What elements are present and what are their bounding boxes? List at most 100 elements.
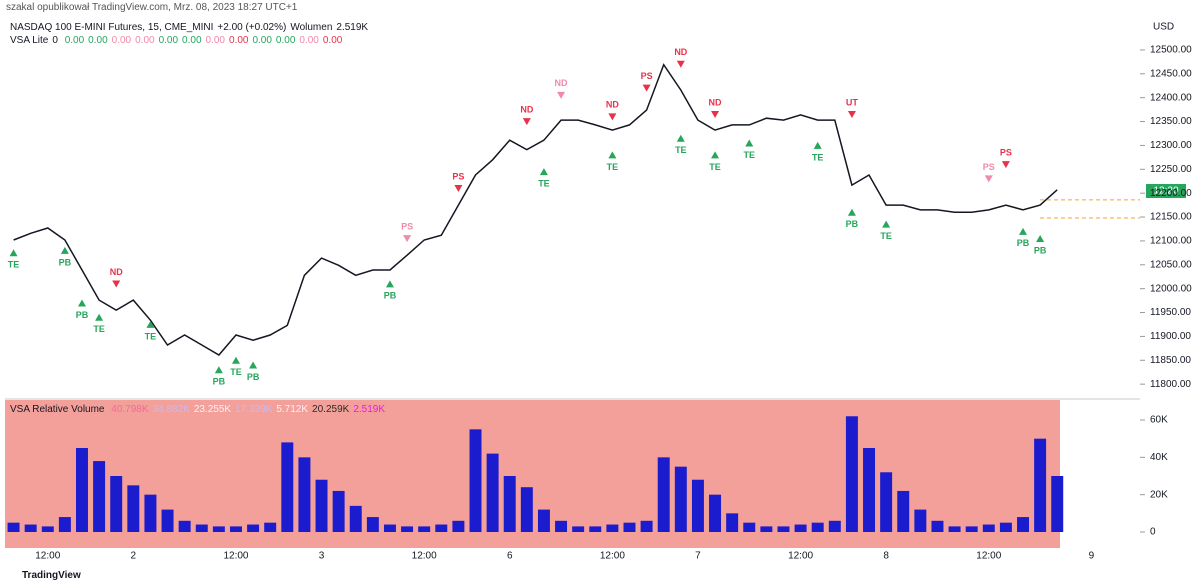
legend-value: 0.00 [111,35,132,46]
volume-indicator: VSA Relative Volume [10,404,105,415]
x-tick-label: 2 [131,551,137,562]
volume-bar [1051,476,1064,533]
signal-marker [711,110,720,118]
legend-value: 5.712K [276,404,309,415]
y-tick-label: 12400.00 [1150,92,1192,103]
volume-bar [982,524,995,533]
volume-bar [401,526,414,533]
volume-bar [435,524,448,533]
y-tick-label: 12450.00 [1150,68,1192,79]
signal-label: TE [812,152,824,162]
x-tick-label: 9 [1089,551,1095,562]
x-tick-label: 8 [883,551,889,562]
signal-marker [847,110,856,118]
volume-bar [623,522,636,533]
y-tick-label: 0 [1150,527,1156,538]
signal-marker [676,134,685,142]
signal-marker [557,91,566,99]
y-tick-label: 12000.00 [1150,283,1192,294]
signal-label: TE [880,231,892,241]
volume-bar [212,526,225,533]
volume-bar [452,520,465,533]
volume-bar [555,520,568,533]
legend-value: 0.00 [205,35,225,46]
volume-bar [777,526,790,533]
volume-bar [7,522,20,533]
author: szakal opublikował TradingView.com, Mrz.… [6,2,298,13]
signal-marker [642,84,651,92]
x-tick-label: 12:00 [35,551,60,562]
volume-label: Wolumen [290,22,333,33]
volume-bar [503,476,516,533]
volume-bar [264,522,277,533]
volume-bar [195,524,208,533]
x-tick-label: 12:00 [223,551,248,562]
x-tick-label: 12:00 [976,551,1001,562]
volume-bar [247,524,260,533]
legend-value: 0.00 [299,35,319,46]
signal-label: TE [538,179,550,189]
signal-marker [231,356,240,364]
signal-marker [539,168,548,176]
volume-bar [606,524,619,533]
volume-legend: VSA Relative Volume 40.798K 34.882K 23.255… [10,404,389,415]
y-tick-label: 12100.00 [1150,236,1192,247]
volume-bar [229,526,242,533]
legend-value: 2.519K [353,404,386,415]
x-tick-label: 12:00 [788,551,813,562]
signal-label: TE [230,367,242,377]
signal-label: PS [641,71,653,81]
volume-bar [537,509,550,533]
countdown: 12:20 [1153,186,1178,197]
signal-marker [984,175,993,183]
legend-value: 0.00 [88,35,108,46]
signal-label: PS [1000,147,1012,157]
y-tick-label: 12350.00 [1150,116,1192,127]
volume-bar [948,526,961,533]
signal-label: TE [675,145,687,155]
signal-marker [522,118,531,126]
volume-bar [332,490,345,533]
volume-bar [709,494,722,533]
volume-bar [76,447,88,533]
volume-bar [743,522,756,533]
signal-marker [112,280,121,288]
signal-marker [214,366,223,374]
volume-bar [999,522,1012,533]
volume-bar [110,476,123,533]
volume-bar [127,485,140,533]
volume-bar [298,457,311,533]
signal-marker [882,220,891,228]
volume-bar [897,490,910,533]
y-tick-label: 12200.00 [1150,188,1192,199]
y-tick-label: 12250.00 [1150,164,1192,175]
signal-label: PB [384,291,397,301]
signal-label: PB [1034,245,1047,255]
volume-bar [674,466,687,533]
signal-label: PB [846,219,859,229]
legend-value: 20.259K [312,404,350,415]
volume-value: 2.519K [336,22,369,33]
legend-value: 0.00 [275,35,296,46]
volume-bar [486,453,499,533]
x-tick-label: 12:00 [600,551,625,562]
volume-bar [1017,517,1029,533]
legend-value: 0.00 [158,35,179,46]
signal-label: ND [555,78,568,88]
signal-marker [60,246,69,254]
signal-label: TE [744,150,756,160]
signal-marker [1001,161,1010,169]
signal-marker [608,113,617,121]
signal-label: ND [110,267,123,277]
signal-marker [1019,227,1028,235]
volume-bar [520,487,533,533]
legend-value: 0.00 [182,35,202,46]
volume-bar [794,524,807,533]
indicator: VSA Lite [10,35,49,46]
signal-marker [1036,234,1045,242]
volume-bar [41,526,54,533]
signal-label: PS [983,162,995,172]
signal-marker [77,299,86,307]
signal-label: ND [606,100,619,110]
